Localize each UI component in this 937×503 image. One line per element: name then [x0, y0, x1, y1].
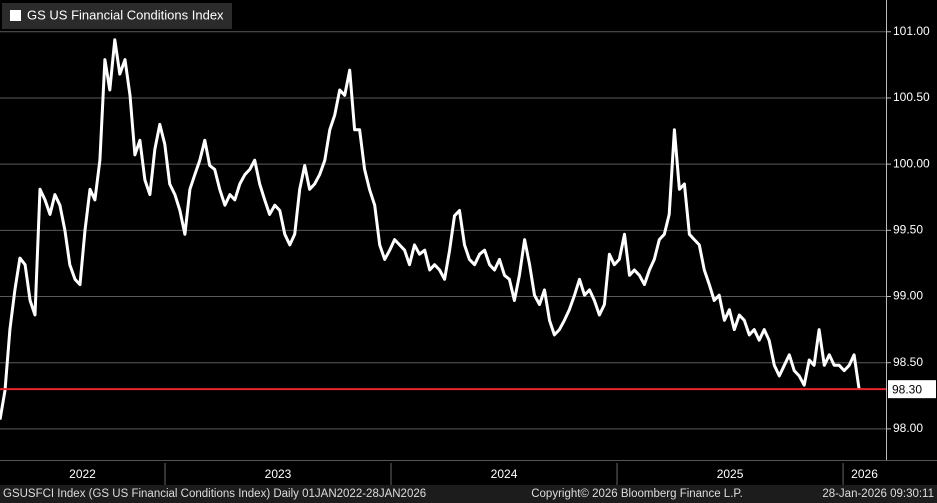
- series-line: [0, 38, 861, 420]
- footer-center: Copyright© 2026 Bloomberg Finance L.P.: [531, 488, 743, 500]
- y-tick-label: 98.50: [893, 355, 923, 369]
- x-tick-label: 2026: [851, 467, 878, 481]
- legend-box: [2, 3, 232, 29]
- y-tick-label: 101.00: [893, 24, 930, 38]
- footer-right: 28-Jan-2026 09:30:11: [822, 488, 934, 500]
- footer-left: GSUSFCI Index (GS US Financial Condition…: [3, 488, 426, 500]
- legend-swatch: [10, 10, 21, 21]
- x-tick-label: 2023: [265, 467, 292, 481]
- y-tick-label: 100.50: [893, 90, 930, 104]
- x-tick-label: 2025: [717, 467, 744, 481]
- y-tick-label: 100.00: [893, 156, 930, 170]
- y-tick-label: 99.00: [893, 289, 923, 303]
- y-tick-label: 98.00: [893, 421, 923, 435]
- legend-label: GS US Financial Conditions Index: [27, 7, 224, 22]
- reference-label-box: [888, 380, 936, 399]
- x-tick-label: 2022: [69, 467, 96, 481]
- x-tick-label: 2024: [491, 467, 518, 481]
- footer-bar: [0, 485, 937, 503]
- reference-label: 98.30: [892, 382, 922, 396]
- y-tick-label: 99.50: [893, 222, 923, 236]
